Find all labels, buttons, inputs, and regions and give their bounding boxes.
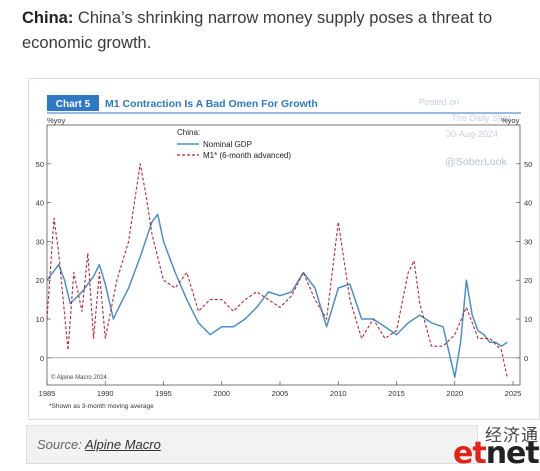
y-tick-label-left: 50 (36, 160, 44, 169)
watermark-line-3: 30-Aug-2024 (446, 129, 498, 139)
source-box: Source: Alpine Macro (26, 425, 478, 464)
y-tick-label-right: 30 (524, 237, 532, 246)
x-tick-label: 2025 (505, 389, 522, 398)
y-tick-label-left: 0 (40, 354, 44, 363)
x-tick-label: 2020 (446, 389, 463, 398)
x-tick-label: 2000 (213, 389, 230, 398)
y-tick-label-right: 40 (524, 199, 532, 208)
chart-svg: Chart 5 M1 Contraction Is A Bad Omen For… (36, 95, 533, 410)
etnet-logo: etnet (453, 436, 540, 471)
legend-title: China: (177, 128, 200, 137)
source-label: Source: (37, 437, 82, 452)
chart-number-badge (47, 95, 99, 111)
x-tick-label: 2010 (330, 389, 347, 398)
headline-bold: China: (22, 9, 74, 27)
y-unit-right: %yoy (501, 116, 520, 125)
headline: China: China’s shrinking narrow money su… (22, 6, 522, 56)
etnet-chinese-logo: 经济通 (485, 426, 539, 446)
watermark-line-1: Posted on (419, 97, 460, 107)
y-tick-label-left: 40 (36, 199, 44, 208)
y-unit-left: %yoy (47, 116, 66, 125)
etnet-logo-net: net (485, 436, 540, 471)
series-line-m1 (46, 163, 508, 378)
source-text: Source: Alpine Macro (37, 437, 161, 452)
x-tick-label: 1995 (155, 389, 172, 398)
chart-footnote: *Shown as 3-month moving average (49, 403, 154, 410)
legend-label-gdp: Nominal GDP (203, 140, 252, 149)
y-tick-label-right: 0 (524, 354, 528, 363)
y-tick-label-left: 30 (36, 237, 44, 246)
y-tick-label-right: 10 (524, 315, 532, 324)
y-tick-label-right: 50 (524, 160, 532, 169)
chart-figure: Chart 5 M1 Contraction Is A Bad Omen For… (28, 78, 540, 420)
chart-title: M1 Contraction Is A Bad Omen For Growth (105, 98, 318, 110)
source-link[interactable]: Alpine Macro (84, 437, 161, 452)
watermark-line-4: @SoberLook (445, 156, 507, 168)
x-tick-label: 2005 (272, 389, 289, 398)
x-tick-label: 2015 (388, 389, 405, 398)
legend-label-m1: M1* (6-month advanced) (203, 151, 291, 160)
watermark-line-2: The Daily Shot (451, 113, 511, 123)
chart-credit: © Alpine Macro 2024 (51, 374, 107, 381)
plot-frame (46, 124, 521, 386)
y-tick-label-right: 20 (524, 276, 532, 285)
x-tick-label: 1990 (97, 389, 114, 398)
headline-text: China’s shrinking narrow money supply po… (22, 9, 493, 52)
series-line-nominal-gdp (46, 213, 508, 378)
y-tick-label-left: 10 (36, 315, 44, 324)
etnet-logo-et: et (453, 436, 487, 471)
series-layer (46, 163, 508, 378)
y-tick-label-left: 20 (36, 276, 44, 285)
x-tick-label: 1985 (39, 389, 56, 398)
chart-number: Chart 5 (56, 99, 91, 110)
